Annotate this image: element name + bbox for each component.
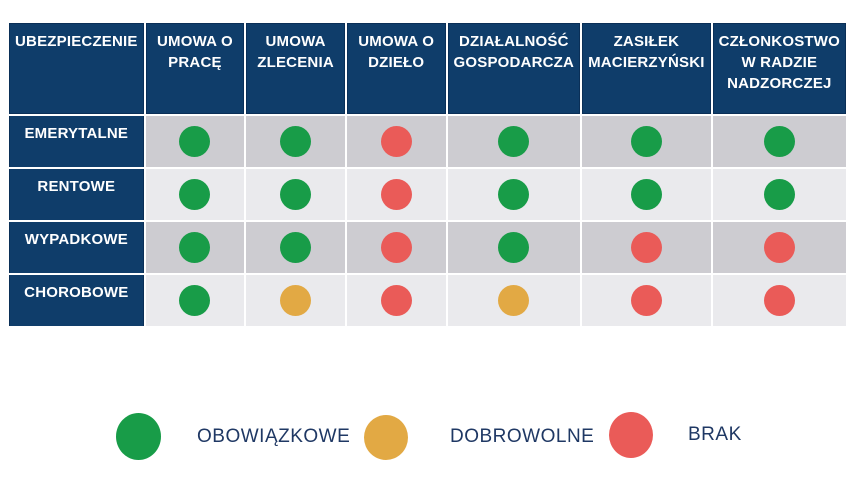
matrix-cell-1-3 <box>447 169 581 220</box>
column-header-3: DZIAŁALNOŚĆ GOSPODARCZA <box>447 23 581 114</box>
status-dot-mandatory-icon <box>763 126 795 157</box>
matrix-cell-3-4 <box>582 275 711 326</box>
matrix-cell-3-0 <box>145 275 245 326</box>
row-label-wypadkowe: WYPADKOWE <box>9 222 144 273</box>
status-dot-none-icon <box>763 285 795 316</box>
status-dot-none-icon <box>380 232 412 263</box>
status-dot-none-icon <box>763 232 795 263</box>
matrix-cell-2-4 <box>582 222 711 273</box>
matrix-cell-3-2 <box>346 275 446 326</box>
status-dot-none-icon <box>380 285 412 316</box>
status-dot-mandatory-icon <box>179 285 211 316</box>
status-dot-mandatory-icon <box>630 126 662 157</box>
column-header-5: CZŁONKOSTWO W RADZIE NADZORCZEJ <box>712 23 846 114</box>
matrix-cell-3-3 <box>447 275 581 326</box>
status-dot-mandatory-icon <box>498 179 530 210</box>
legend-label-mandatory: OBOWIĄZKOWE <box>197 426 351 447</box>
column-header-ubezpieczenie: UBEZPIECZENIE <box>9 23 144 114</box>
matrix-cell-1-0 <box>145 169 245 220</box>
status-dot-mandatory-icon <box>630 179 662 210</box>
row-label-rentowe: RENTOWE <box>9 169 144 220</box>
column-header-1: UMOWA ZLECENIA <box>246 23 345 114</box>
status-dot-mandatory-icon <box>179 179 211 210</box>
matrix-cell-3-1 <box>246 275 345 326</box>
status-dot-mandatory-icon <box>498 126 530 157</box>
matrix-cell-0-3 <box>447 116 581 167</box>
legend-dot-none-icon <box>609 412 653 458</box>
row-label-emerytalne: EMERYTALNE <box>9 116 144 167</box>
matrix-cell-0-5 <box>712 116 846 167</box>
status-dot-mandatory-icon <box>280 126 312 157</box>
matrix-cell-0-0 <box>145 116 245 167</box>
insurance-matrix-table: UBEZPIECZENIE UMOWA O PRACĘ UMOWA ZLECENIA… <box>9 23 846 326</box>
legend-label-voluntary: DOBROWOLNE <box>450 426 595 447</box>
matrix-cell-2-5 <box>712 222 846 273</box>
status-dot-none-icon <box>630 232 662 263</box>
column-header-0: UMOWA O PRACĘ <box>145 23 245 114</box>
column-header-2: UMOWA O DZIEŁO <box>346 23 446 114</box>
matrix-cell-2-3 <box>447 222 581 273</box>
status-dot-none-icon <box>630 285 662 316</box>
legend-dot-voluntary-icon <box>364 415 408 460</box>
status-dot-mandatory-icon <box>280 232 312 263</box>
status-dot-mandatory-icon <box>179 232 211 263</box>
status-dot-mandatory-icon <box>763 179 795 210</box>
matrix-cell-2-1 <box>246 222 345 273</box>
matrix-cell-2-2 <box>346 222 446 273</box>
status-dot-voluntary-icon <box>498 285 530 316</box>
matrix-cell-0-1 <box>246 116 345 167</box>
status-dot-mandatory-icon <box>498 232 530 263</box>
legend-label-none: BRAK <box>688 424 742 445</box>
status-dot-none-icon <box>380 179 412 210</box>
column-header-4: ZASIŁEK MACIERZYŃSKI <box>582 23 711 114</box>
row-label-chorobowe: CHOROBOWE <box>9 275 144 326</box>
matrix-cell-1-5 <box>712 169 846 220</box>
status-dot-mandatory-icon <box>179 126 211 157</box>
matrix-cell-1-1 <box>246 169 345 220</box>
status-dot-voluntary-icon <box>280 285 312 316</box>
matrix-cell-3-5 <box>712 275 846 326</box>
matrix-cell-0-4 <box>582 116 711 167</box>
legend-dot-mandatory-icon <box>116 413 161 460</box>
status-dot-none-icon <box>380 126 412 157</box>
matrix-cell-0-2 <box>346 116 446 167</box>
matrix-cell-1-2 <box>346 169 446 220</box>
matrix-cell-2-0 <box>145 222 245 273</box>
matrix-cell-1-4 <box>582 169 711 220</box>
status-dot-mandatory-icon <box>280 179 312 210</box>
